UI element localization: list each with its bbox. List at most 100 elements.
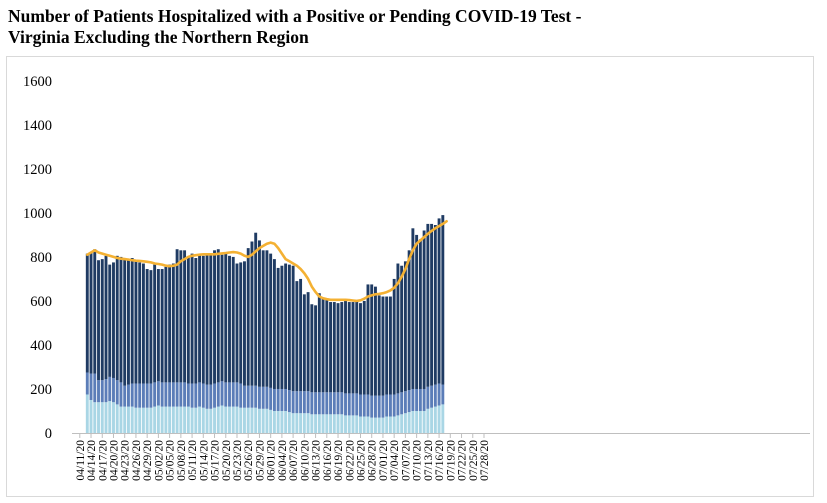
bar-segment-bottom — [325, 414, 329, 433]
bar-segment-top — [115, 255, 119, 381]
x-tick-label: 04/20/20 — [108, 440, 120, 481]
bar-segment-bottom — [284, 410, 288, 433]
x-tick-label: 07/01/20 — [378, 440, 390, 481]
bar-segment-middle — [332, 392, 336, 415]
bar-segment-bottom — [385, 416, 389, 433]
bar-segment-bottom — [441, 404, 445, 433]
bar-segment-bottom — [403, 413, 407, 433]
bar-segment-top — [254, 232, 258, 386]
bar-segment-middle — [141, 383, 145, 408]
bar-segment-bottom — [254, 407, 258, 433]
x-tick-label: 07/10/20 — [412, 440, 424, 481]
bar-segment-middle — [388, 394, 392, 417]
bar-segment-middle — [216, 382, 220, 407]
chart-title-line-1: Number of Patients Hospitalized with a P… — [8, 6, 582, 26]
bar-segment-bottom — [130, 406, 134, 433]
bar-segment-bottom — [201, 407, 205, 433]
bar-segment-top — [325, 299, 329, 393]
bar-segment-middle — [321, 392, 325, 415]
bar-segment-middle — [175, 382, 179, 407]
bar-segment-top — [97, 260, 100, 381]
bar-segment-top — [276, 267, 280, 389]
bar-segment-middle — [377, 395, 381, 418]
bar-segment-top — [370, 284, 374, 396]
bar-segment-bottom — [85, 394, 89, 433]
bar-segment-middle — [422, 388, 426, 411]
bar-segment-middle — [190, 383, 194, 408]
bar-segment-middle — [198, 382, 202, 407]
x-tick-label: 05/05/20 — [165, 440, 177, 481]
bar-segment-top — [179, 250, 183, 383]
bar-segment-bottom — [396, 415, 400, 433]
x-tick-label: 06/04/20 — [277, 440, 289, 481]
bar-segment-middle — [156, 381, 160, 406]
bar-segment-top — [411, 228, 415, 389]
bar-segment-middle — [224, 382, 228, 407]
bar-segment-middle — [246, 385, 250, 408]
x-tick-label: 06/25/20 — [355, 440, 367, 481]
bar-segment-bottom — [138, 407, 142, 433]
bar-segment-middle — [89, 373, 93, 400]
bar-segment-middle — [317, 392, 321, 415]
bar-segment-top — [299, 278, 303, 392]
x-tick-label: 04/26/20 — [131, 440, 143, 481]
bar-segment-top — [164, 266, 168, 383]
bar-segment-bottom — [239, 407, 243, 433]
bar-segment-middle — [160, 382, 164, 407]
bar-segment-top — [216, 249, 220, 383]
bar-segment-middle — [130, 383, 134, 407]
bar-segment-bottom — [115, 404, 119, 433]
bar-segment-bottom — [153, 406, 157, 433]
bar-segment-middle — [243, 385, 246, 408]
bar-segment-bottom — [127, 406, 130, 433]
bar-segment-middle — [257, 386, 261, 409]
bar-segment-top — [392, 278, 396, 395]
bar-segment-middle — [93, 373, 97, 403]
bar-segment-bottom — [370, 417, 374, 433]
bar-segment-bottom — [295, 413, 299, 433]
bar-segment-top — [246, 248, 250, 386]
bar-segment-top — [243, 261, 246, 386]
bar-segment-bottom — [183, 406, 187, 433]
bar-segment-middle — [108, 376, 112, 402]
bar-segment-middle — [112, 377, 115, 403]
bar-segment-middle — [347, 393, 351, 416]
bar-segment-middle — [149, 383, 153, 408]
x-tick-label: 07/04/20 — [389, 440, 401, 481]
bar-segment-bottom — [381, 417, 385, 433]
x-tick-label: 06/10/20 — [299, 440, 311, 481]
bar-segment-bottom — [246, 407, 250, 433]
bar-segment-bottom — [168, 406, 172, 433]
bar-segment-bottom — [231, 406, 235, 433]
bar-segment-middle — [235, 382, 239, 407]
bar-segment-bottom — [426, 408, 430, 433]
bar-segment-middle — [430, 385, 434, 408]
bar-segment-bottom — [119, 406, 123, 433]
bar-segment-middle — [183, 382, 187, 407]
bar-segment-bottom — [321, 414, 325, 433]
chart-title-line-2: Virginia Excluding the Northern Region — [8, 27, 309, 47]
bar-segment-bottom — [329, 414, 332, 433]
bar-segment-top — [422, 230, 426, 389]
bar-segment-middle — [201, 383, 205, 408]
bar-segment-middle — [385, 394, 389, 417]
bar-segment-top — [374, 286, 377, 396]
bar-segment-top — [272, 259, 276, 389]
bar-segment-top — [235, 263, 239, 383]
bar-segment-bottom — [104, 402, 108, 433]
bar-segment-bottom — [430, 407, 434, 433]
chart-title: Number of Patients Hospitalized with a P… — [8, 6, 581, 48]
bar-segment-bottom — [261, 408, 265, 433]
bar-segment-middle — [284, 388, 288, 411]
bar-segment-top — [250, 241, 254, 386]
y-tick-label: 400 — [30, 338, 52, 354]
bar-segment-top — [332, 302, 336, 393]
bar-segment-bottom — [134, 407, 138, 433]
bar-segment-bottom — [108, 401, 112, 433]
x-tick-label: 06/07/20 — [288, 440, 300, 481]
x-tick-label: 06/13/20 — [311, 440, 323, 481]
bar-segment-middle — [209, 384, 213, 409]
bar-segment-middle — [145, 383, 149, 408]
bar-segment-top — [403, 261, 407, 392]
bar-segment-bottom — [291, 413, 295, 433]
